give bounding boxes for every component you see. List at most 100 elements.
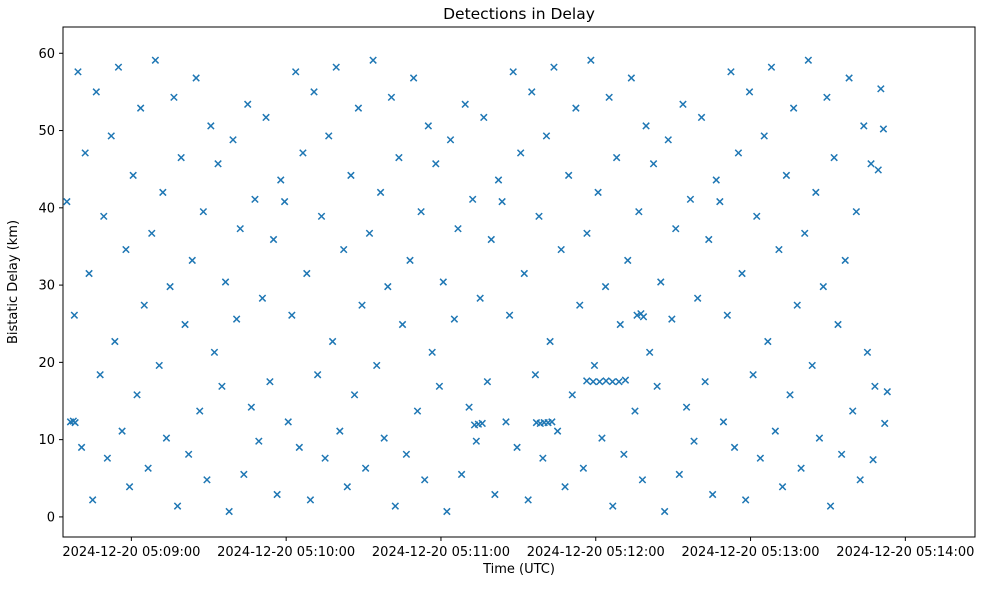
scatter-marker — [869, 455, 877, 464]
scatter-marker — [860, 122, 868, 130]
scatter-marker — [218, 382, 226, 391]
scatter-marker — [111, 337, 119, 346]
scatter-marker — [856, 476, 864, 484]
scatter-marker — [553, 427, 562, 435]
scatter-marker — [328, 337, 337, 346]
scatter-marker — [203, 476, 211, 484]
scatter-marker — [800, 229, 809, 238]
scatter-marker — [524, 496, 532, 504]
plot-border — [62, 26, 976, 538]
scatter-marker — [480, 113, 488, 122]
scatter-marker — [564, 171, 573, 180]
scatter-marker — [251, 195, 259, 204]
scatter-marker — [354, 104, 363, 112]
scatter-marker — [587, 56, 595, 64]
scatter-marker — [612, 153, 621, 162]
scatter-marker — [767, 63, 776, 71]
scatter-marker — [826, 502, 835, 510]
scatter-marker — [432, 160, 440, 168]
scatter-marker — [273, 490, 281, 499]
scatter-marker — [313, 370, 322, 379]
scatter-marker — [92, 88, 101, 96]
scatter-marker — [682, 403, 691, 411]
scatter-marker — [576, 301, 584, 309]
scatter-marker — [841, 256, 849, 265]
scatter-marker — [509, 68, 517, 76]
scatter-marker — [745, 88, 754, 96]
scatter-marker — [657, 278, 665, 286]
y-tick-label: 50 — [38, 124, 55, 139]
scatter-marker — [210, 348, 219, 357]
scatter-marker — [229, 136, 237, 144]
scatter-marker — [664, 136, 672, 144]
scatter-marker — [159, 188, 167, 197]
scatter-marker — [771, 427, 780, 435]
scatter-marker — [446, 136, 455, 144]
scatter-marker — [332, 63, 340, 71]
scatter-marker — [472, 437, 481, 445]
scatter-marker — [181, 320, 189, 329]
x-tick-label: 2024-12-20 05:11:00 — [372, 545, 510, 560]
scatter-marker — [749, 370, 757, 379]
scatter-marker — [129, 171, 137, 180]
scatter-marker — [236, 224, 244, 233]
scatter-marker — [723, 311, 732, 319]
scatter-marker — [199, 207, 208, 216]
scatter-marker — [782, 171, 791, 180]
scatter-marker — [686, 195, 695, 204]
scatter-marker — [716, 197, 724, 206]
scatter-marker — [166, 282, 174, 291]
scatter-marker — [465, 403, 473, 411]
scatter-marker — [528, 88, 536, 96]
scatter-marker — [609, 502, 617, 510]
scatter-marker — [815, 434, 824, 442]
scatter-marker — [561, 483, 569, 491]
scatter-marker — [321, 454, 329, 462]
scatter-marker — [221, 278, 230, 286]
scatter-marker — [395, 153, 403, 162]
scatter-marker — [114, 63, 123, 71]
scatter-marker — [133, 391, 141, 399]
scatter-marker — [660, 507, 669, 516]
scatter-marker — [531, 370, 540, 379]
scatter-marker — [384, 282, 392, 291]
scatter-marker — [705, 235, 713, 244]
scatter-marker — [420, 476, 429, 484]
scatter-marker — [550, 63, 558, 71]
scatter-marker — [365, 229, 374, 238]
x-axis-label: Time (UTC) — [482, 562, 555, 577]
scatter-marker — [88, 496, 97, 504]
scatter-marker — [727, 68, 735, 76]
scatter-marker — [764, 337, 772, 346]
scatter-marker — [225, 507, 233, 516]
scatter-marker — [454, 224, 462, 233]
scatter-marker — [461, 100, 469, 109]
scatter-marker — [871, 382, 879, 391]
scatter-marker — [387, 93, 396, 102]
scatter-marker — [734, 149, 743, 157]
scatter-marker — [262, 113, 270, 122]
scatter-marker — [266, 377, 274, 386]
scatter-marker — [103, 454, 112, 462]
scatter-marker — [668, 315, 676, 323]
scatter-marker — [494, 176, 503, 184]
y-tick-label: 30 — [38, 279, 55, 294]
scatter-marker — [621, 376, 630, 384]
scatter-marker — [162, 434, 171, 442]
y-tick-label: 20 — [38, 356, 55, 371]
y-tick-label: 0 — [47, 510, 55, 525]
scatter-marker — [627, 74, 636, 82]
scatter-marker — [144, 464, 152, 472]
scatter-marker — [753, 212, 761, 221]
scatter-marker — [478, 419, 486, 428]
scatter-marker — [883, 387, 892, 396]
scatter-marker — [701, 377, 709, 386]
scatter-marker — [96, 370, 104, 379]
scatter-marker — [192, 74, 200, 82]
scatter-marker — [845, 74, 853, 82]
x-tick-label: 2024-12-20 05:10:00 — [217, 545, 355, 560]
scatter-marker — [598, 434, 606, 442]
scatter-marker — [867, 160, 875, 168]
scatter-marker — [476, 294, 484, 302]
